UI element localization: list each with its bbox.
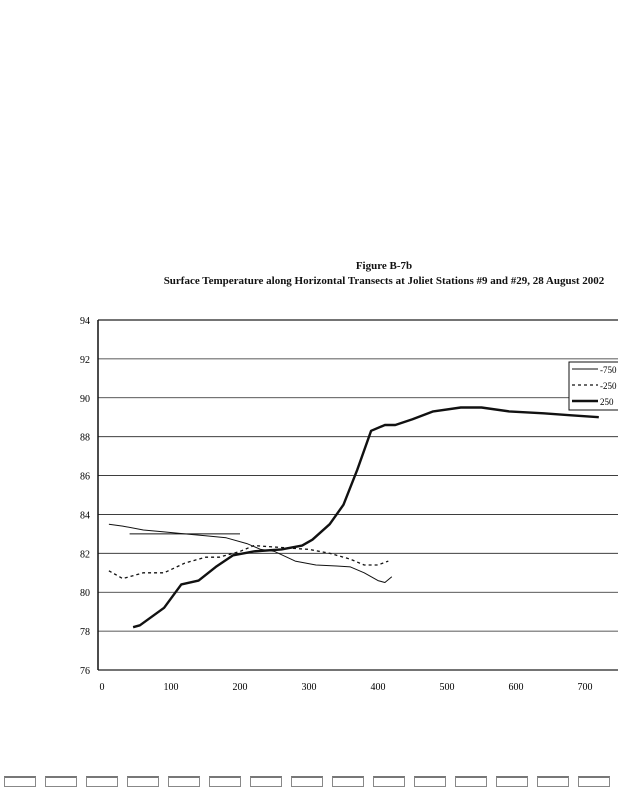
footer-mark [168, 776, 200, 787]
y-tick-label: 80 [80, 588, 90, 599]
x-tick-label: 300 [302, 682, 317, 693]
x-tick-label: 700 [578, 682, 593, 693]
y-tick-label: 82 [80, 549, 90, 560]
footer-mark [45, 776, 77, 787]
x-tick-label: 0 [100, 682, 105, 693]
y-tick-label: 92 [80, 355, 90, 366]
x-tick-label: 500 [440, 682, 455, 693]
y-tick-label: 88 [80, 433, 90, 444]
chart-title: Figure B-7b [355, 260, 413, 272]
footer-mark [127, 776, 159, 787]
footer-mark [4, 776, 36, 787]
x-tick-label: 400 [371, 682, 386, 693]
footer-mark [537, 776, 569, 787]
y-tick-label: 76 [80, 666, 90, 677]
y-tick-label: 90 [80, 394, 90, 405]
x-tick-label: 200 [233, 682, 248, 693]
footer-mark [291, 776, 323, 787]
x-tick-label: 600 [509, 682, 524, 693]
footer-mark [414, 776, 446, 787]
footer-mark [455, 776, 487, 787]
footer-mark [209, 776, 241, 787]
x-tick-label: 100 [164, 682, 179, 693]
legend-label: 250 [600, 397, 614, 407]
chart-subtitle: Surface Temperature along Horizontal Tra… [163, 275, 605, 287]
footer-mark [578, 776, 610, 787]
series-line-250 [132, 406, 599, 629]
y-tick-label: 78 [80, 627, 90, 638]
y-tick-label: 86 [80, 472, 90, 483]
y-tick-label: 94 [80, 316, 90, 327]
footer-mark [250, 776, 282, 787]
series-line--250 [108, 544, 389, 580]
legend-label: -250 [600, 381, 617, 391]
legend-label: -750 [600, 365, 617, 375]
footer-mark [373, 776, 405, 787]
footer-mark [332, 776, 364, 787]
footer-mark [496, 776, 528, 787]
footer-mark [86, 776, 118, 787]
y-tick-label: 84 [80, 510, 90, 521]
